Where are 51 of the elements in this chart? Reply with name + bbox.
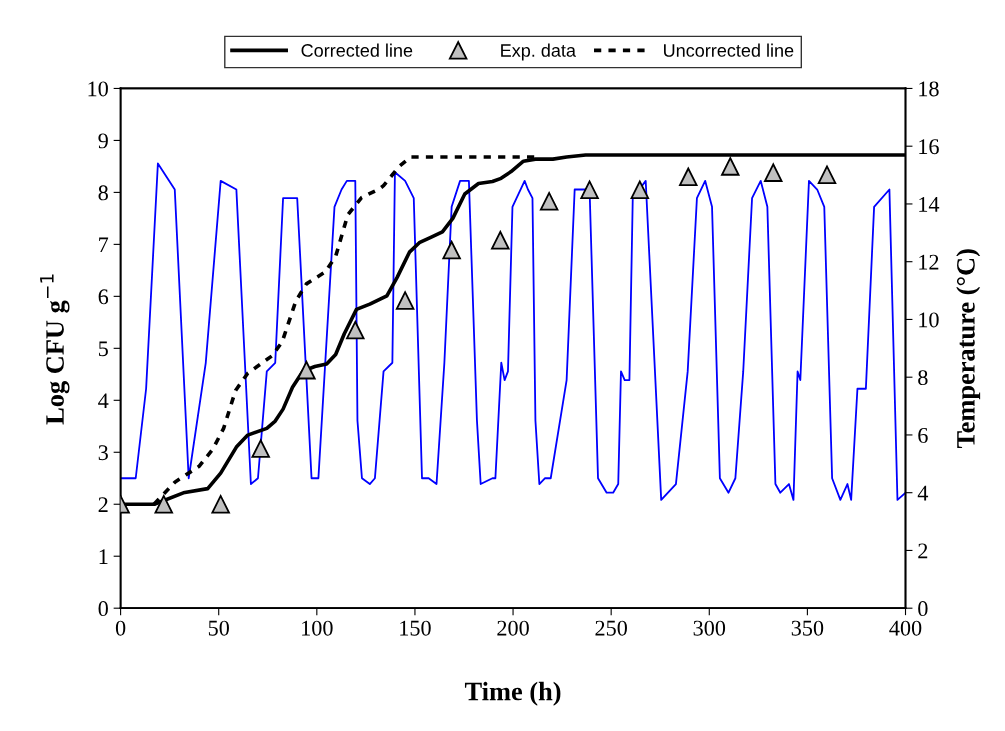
y-tick-label: 9 bbox=[98, 133, 108, 149]
point bbox=[297, 360, 316, 380]
y2-axis-title: Temperature (°C) bbox=[956, 249, 981, 449]
y-tick-label: 0 bbox=[98, 601, 108, 617]
point bbox=[395, 291, 415, 310]
y2-tick-label: 14 bbox=[919, 196, 940, 212]
point bbox=[539, 191, 559, 211]
y-tick-label: 7 bbox=[99, 237, 109, 253]
y-tick-label: 5 bbox=[98, 341, 108, 357]
x-tick-label: 350 bbox=[791, 620, 824, 636]
y2-tick-label: 18 bbox=[919, 81, 939, 97]
y-tick-label: 10 bbox=[88, 81, 108, 97]
point bbox=[817, 165, 837, 184]
x-tick-label: 100 bbox=[302, 620, 333, 636]
y2-tick-label: 12 bbox=[919, 254, 939, 270]
x-tick-label: 50 bbox=[208, 620, 229, 636]
x-tick-label: 0 bbox=[115, 620, 126, 636]
y-tick-label: 3 bbox=[98, 445, 108, 461]
legend-label: Uncorrected line bbox=[664, 43, 794, 57]
y-tick-label: 6 bbox=[98, 289, 109, 305]
x-tick-label: 250 bbox=[595, 620, 627, 636]
y2-tick-label: 4 bbox=[917, 485, 929, 501]
point bbox=[154, 495, 174, 514]
y-tick-label: 1 bbox=[99, 549, 108, 564]
y2-tick-label: 2 bbox=[918, 543, 928, 559]
y-tick-label: 4 bbox=[98, 393, 109, 409]
x-tick-label: 400 bbox=[889, 620, 922, 636]
point bbox=[764, 163, 783, 182]
y2-tick-label: 10 bbox=[919, 312, 939, 328]
y2-tick-label: 6 bbox=[918, 427, 928, 443]
point bbox=[491, 230, 510, 250]
point bbox=[721, 157, 740, 176]
point bbox=[442, 240, 461, 260]
y-tick-label: 2 bbox=[98, 497, 108, 512]
legend-label: Exp. data bbox=[501, 43, 576, 61]
y2-tick-label: 8 bbox=[918, 370, 928, 386]
point bbox=[630, 180, 650, 200]
x-axis-title: Time (h) bbox=[464, 681, 561, 706]
legend-label: Corrected line bbox=[301, 43, 413, 57]
point bbox=[679, 167, 698, 187]
point bbox=[346, 320, 365, 340]
y-tick-label: 8 bbox=[98, 185, 108, 201]
point bbox=[251, 439, 270, 458]
x-tick-label: 150 bbox=[400, 620, 431, 636]
y-axis-title: Log CFU g$^{−1}$ bbox=[40, 274, 70, 425]
point bbox=[211, 495, 230, 514]
y2-tick-label: 0 bbox=[918, 601, 928, 617]
x-tick-label: 300 bbox=[693, 620, 726, 636]
x-tick-label: 200 bbox=[497, 620, 529, 636]
point bbox=[580, 180, 599, 200]
y2-tick-label: 16 bbox=[919, 139, 939, 155]
